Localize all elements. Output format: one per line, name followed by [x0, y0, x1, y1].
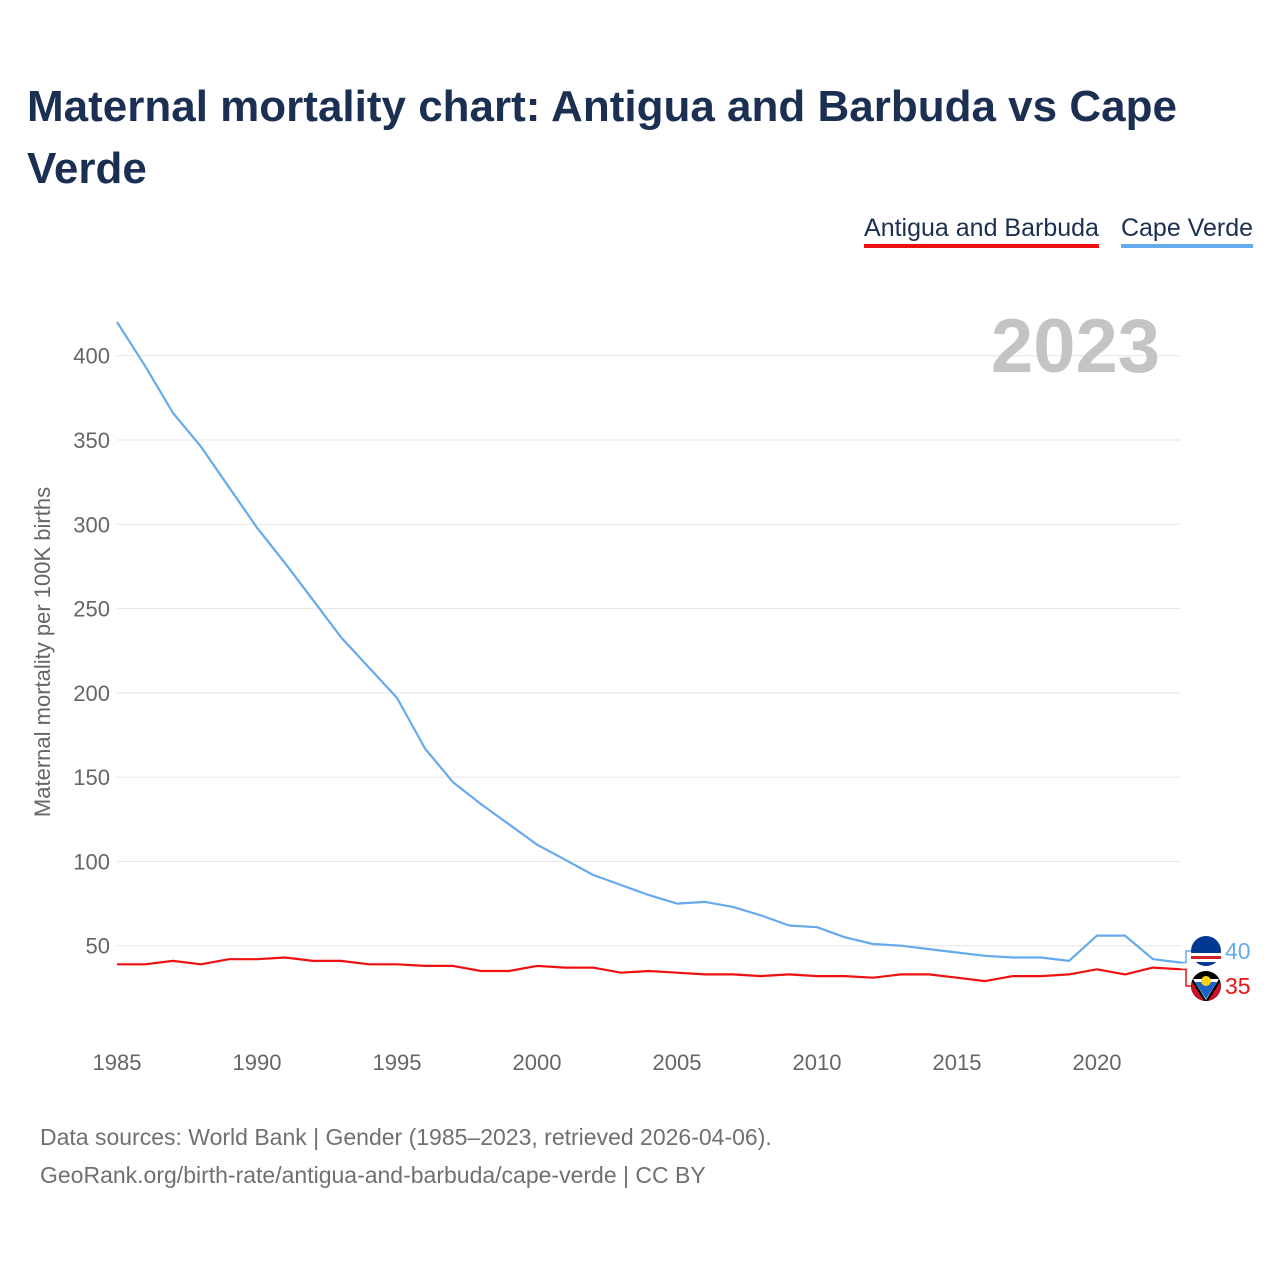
y-tick-label-150: 150 — [73, 765, 110, 790]
flag-cape-verde-red — [1191, 956, 1221, 959]
y-tick-label-400: 400 — [73, 344, 110, 369]
flag-antigua-and-barbuda-icon — [1191, 971, 1221, 1001]
legend: Antigua and Barbuda Cape Verde — [864, 213, 1253, 248]
source-line-1: Data sources: World Bank | Gender (1985–… — [40, 1124, 772, 1150]
connector-antigua-and-barbuda — [1181, 968, 1192, 987]
y-tick-label-300: 300 — [73, 512, 110, 537]
series-lines — [116, 321, 1182, 983]
x-axis-ticks: 1985 1990 1995 2000 2005 2010 2015 2020 — [93, 1050, 1122, 1075]
flag-antigua-red-right — [1208, 982, 1221, 1001]
legend-item-cape-verde[interactable]: Cape Verde — [1120, 213, 1253, 248]
source-line-2[interactable]: GeoRank.org/birth-rate/antigua-and-barbu… — [40, 1162, 706, 1188]
x-tick-label-1990: 1990 — [233, 1050, 282, 1075]
flag-cape-verde-icon — [1191, 936, 1221, 966]
source-note: Data sources: World Bank | Gender (1985–… — [40, 1118, 772, 1194]
x-tick-label-2015: 2015 — [933, 1050, 982, 1075]
flag-antigua-blue — [1195, 982, 1217, 999]
end-value-antigua-and-barbuda: 35 — [1225, 973, 1251, 999]
x-tick-label-2020: 2020 — [1073, 1050, 1122, 1075]
x-tick-label-1995: 1995 — [373, 1050, 422, 1075]
flag-antigua-red-left — [1191, 982, 1204, 1001]
connector-cape-verde — [1181, 950, 1192, 964]
y-axis-label: Maternal mortality per 100K births — [30, 487, 55, 817]
flag-cape-verde-white-2 — [1191, 959, 1221, 962]
y-tick-label-200: 200 — [73, 681, 110, 706]
chart-title: Maternal mortality chart: Antigua and Ba… — [27, 82, 1177, 193]
y-tick-label-250: 250 — [73, 597, 110, 622]
year-label: 2023 — [991, 304, 1160, 389]
flag-antigua-sun — [1201, 976, 1211, 986]
end-value-cape-verde: 40 — [1225, 938, 1251, 964]
x-tick-label-1985: 1985 — [93, 1050, 142, 1075]
y-tick-label-50: 50 — [86, 934, 110, 959]
series-line-antigua-and-barbuda — [117, 956, 1182, 983]
gridlines — [117, 355, 1181, 947]
x-tick-label-2000: 2000 — [513, 1050, 562, 1075]
line-chart: 50 100 150 200 250 300 350 400 1985 1990 1995 2000… — [30, 304, 1251, 1075]
y-axis-ticks: 50 100 150 200 250 300 350 400 — [73, 344, 110, 959]
series-line-cape-verde — [116, 321, 1182, 964]
legend-item-antigua-and-barbuda[interactable]: Antigua and Barbuda — [864, 213, 1099, 248]
flag-cape-verde-white-1 — [1191, 953, 1221, 956]
y-tick-label-100: 100 — [73, 849, 110, 874]
x-tick-label-2010: 2010 — [793, 1050, 842, 1075]
y-tick-label-350: 350 — [73, 428, 110, 453]
x-tick-label-2005: 2005 — [653, 1050, 702, 1075]
